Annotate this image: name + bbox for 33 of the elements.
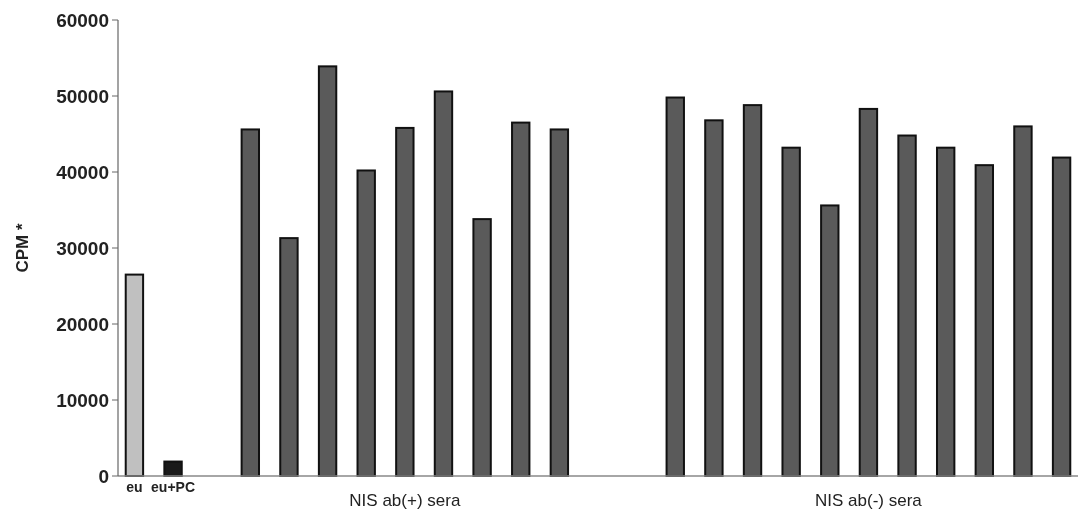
bar	[433, 90, 454, 477]
y-axis-title: CPM *	[12, 223, 32, 273]
text: NIS ab(-) sera	[815, 491, 923, 510]
bar	[395, 126, 415, 477]
bar	[781, 146, 801, 477]
bar	[858, 107, 879, 477]
y-tick-label: 20000	[56, 313, 109, 335]
bar	[124, 273, 145, 477]
bar	[240, 128, 261, 477]
y-tick-label: 60000	[56, 9, 109, 31]
y-tick-label: 40000	[56, 161, 109, 183]
x-tick-label: eu	[126, 479, 143, 495]
bar	[1013, 125, 1033, 477]
x-tick-label: eu+PC	[151, 479, 196, 495]
bar	[317, 65, 338, 477]
bar	[742, 104, 763, 477]
y-tick-label: 10000	[56, 389, 109, 411]
bar	[356, 169, 376, 477]
y-tick-label: 0	[98, 465, 109, 487]
text: NIS ab(+) sera	[349, 491, 461, 510]
y-tick-label: 50000	[56, 85, 109, 107]
bar	[472, 218, 492, 477]
bar	[820, 204, 840, 477]
bar	[665, 96, 685, 477]
bar	[511, 121, 531, 477]
bar	[549, 128, 570, 477]
bar	[704, 119, 724, 477]
bar	[1051, 156, 1072, 477]
bar	[935, 146, 956, 477]
bar	[279, 237, 299, 477]
y-tick-label: 30000	[56, 237, 109, 259]
bar	[897, 134, 917, 477]
bar	[974, 164, 995, 477]
